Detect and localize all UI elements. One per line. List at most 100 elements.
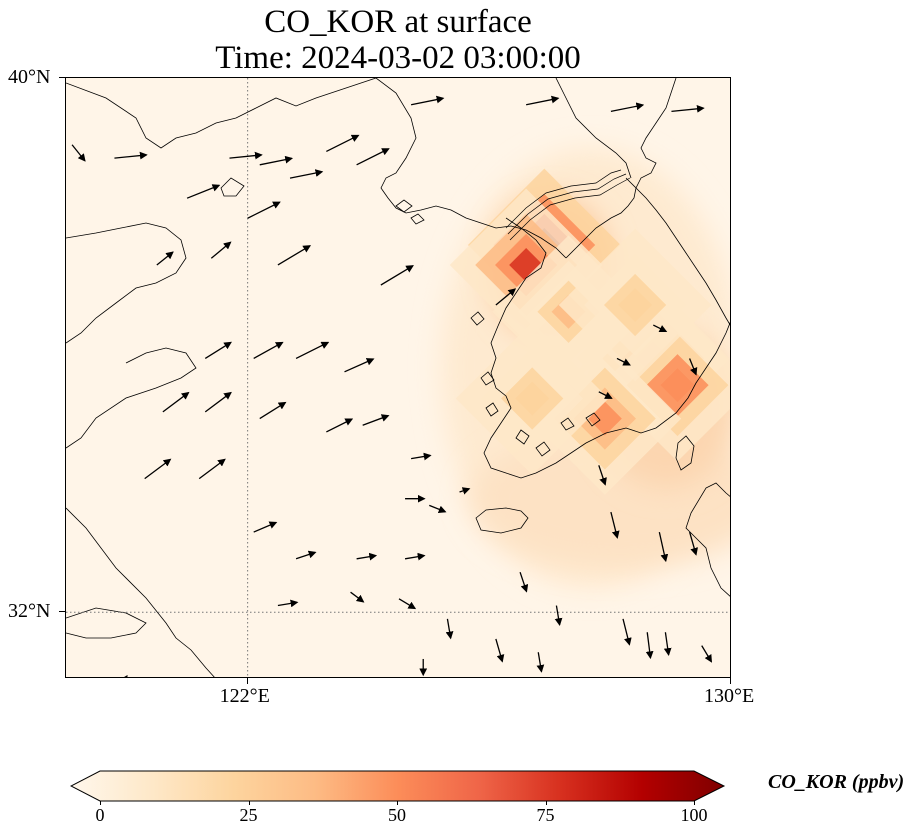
wind-vector-arrow bbox=[411, 452, 432, 461]
hotspot-cell bbox=[515, 381, 550, 416]
wind-vector-arrow bbox=[289, 169, 324, 179]
wind-vector-arrow bbox=[295, 341, 330, 360]
wind-vector-arrow bbox=[350, 591, 365, 603]
wind-vector-arrow bbox=[398, 598, 417, 610]
wind-vector-arrow bbox=[380, 265, 414, 286]
coastline-china-east bbox=[66, 507, 215, 677]
wind-vector-arrow bbox=[598, 465, 607, 486]
wind-vector-arrow bbox=[688, 531, 698, 556]
border-dmz-2 bbox=[507, 173, 627, 235]
colorbar-tick-mark bbox=[248, 801, 250, 805]
coastline-shandong bbox=[66, 347, 197, 449]
colorbar-tick-label: 25 bbox=[239, 805, 258, 825]
wind-vector-arrow bbox=[429, 504, 447, 513]
wind-vector-arrow bbox=[144, 458, 172, 480]
wind-vector-arrow bbox=[114, 151, 148, 160]
x-tick-label: 130°E bbox=[704, 685, 755, 707]
wind-vector-arrow bbox=[210, 241, 232, 259]
coastline-islands-south bbox=[515, 412, 601, 457]
chart-title-line2: Time: 2024-03-02 03:00:00 bbox=[215, 40, 581, 76]
wind-vector-arrow bbox=[671, 104, 705, 113]
wind-vector-arrow bbox=[526, 95, 560, 106]
wind-vector-layer bbox=[71, 95, 712, 677]
wind-vector-arrow bbox=[653, 324, 668, 333]
chart-title-line1: CO_KOR at surface bbox=[264, 4, 532, 40]
coastline-kyushu bbox=[685, 482, 730, 597]
hotspot-layer bbox=[449, 168, 730, 495]
wind-vector-arrow bbox=[344, 358, 375, 373]
wind-vector-arrow bbox=[404, 552, 426, 561]
colorbar-tick-mark bbox=[545, 801, 547, 805]
wind-vector-arrow bbox=[229, 151, 263, 160]
wind-vector-arrow bbox=[610, 511, 620, 539]
wind-vector-arrow bbox=[356, 148, 390, 166]
colorbar-tick-label: 0 bbox=[95, 805, 105, 825]
wind-vector-arrow bbox=[362, 414, 390, 426]
gridlines bbox=[66, 78, 730, 677]
wind-vector-arrow bbox=[277, 599, 299, 608]
coastline-islands-west bbox=[220, 177, 499, 417]
wind-vector-arrow bbox=[186, 184, 221, 199]
wind-vector-arrow bbox=[495, 638, 505, 663]
wind-vector-arrow bbox=[295, 550, 317, 560]
colorbar-tick-mark bbox=[694, 801, 695, 805]
colorbar-label: CO_KOR (ppbv) bbox=[768, 771, 905, 793]
colorbar-tick-label: 100 bbox=[680, 805, 708, 825]
wind-vector-arrow bbox=[610, 102, 645, 113]
coastline-liaodong bbox=[66, 78, 377, 149]
y-tick-mark bbox=[59, 611, 65, 613]
colorbar-tick-label: 50 bbox=[388, 805, 406, 825]
x-tick-mark bbox=[730, 678, 731, 684]
coastline-bohai-east bbox=[375, 78, 567, 259]
wind-vector-arrow bbox=[71, 144, 86, 162]
map-canvas bbox=[66, 78, 730, 677]
wind-vector-arrow bbox=[247, 201, 281, 219]
wind-vector-arrow bbox=[326, 418, 354, 433]
y-tick-label: 32°N bbox=[8, 600, 51, 623]
colorbar bbox=[70, 770, 726, 802]
wind-vector-arrow bbox=[326, 134, 360, 153]
y-tick-mark bbox=[59, 77, 65, 78]
wind-vector-arrow bbox=[701, 645, 712, 663]
wind-vector-arrow bbox=[259, 155, 294, 166]
colorbar-tick-label: 75 bbox=[536, 805, 555, 825]
wind-vector-arrow bbox=[410, 95, 445, 106]
wind-vector-arrow bbox=[162, 391, 190, 413]
wind-vector-arrow bbox=[204, 341, 232, 360]
wind-vector-arrow bbox=[259, 401, 287, 420]
x-tick-mark bbox=[246, 678, 248, 684]
border-dmz-3 bbox=[509, 177, 631, 241]
x-tick-label: 122°E bbox=[219, 685, 270, 707]
wind-vector-arrow bbox=[663, 632, 672, 656]
wind-vector-arrow bbox=[198, 458, 226, 480]
wind-vector-arrow bbox=[204, 391, 232, 413]
coastline-bohai-west bbox=[66, 222, 187, 344]
wind-vector-arrow bbox=[495, 288, 517, 306]
y-tick-label: 40°N bbox=[8, 66, 51, 88]
coastline-yangtze bbox=[66, 607, 147, 639]
wind-vector-arrow bbox=[645, 632, 654, 660]
coastline-tsushima bbox=[675, 435, 695, 471]
coastline-korea-east bbox=[625, 177, 730, 326]
colorbar-body bbox=[70, 770, 726, 802]
coastline-korea-peninsula bbox=[483, 217, 730, 479]
hotspot-cell bbox=[618, 288, 653, 323]
wind-vector-arrow bbox=[120, 674, 128, 677]
wind-vector-arrow bbox=[622, 618, 632, 646]
wind-vector-arrow bbox=[689, 358, 698, 376]
map-plot-area bbox=[65, 77, 731, 678]
hotspot-cell bbox=[660, 368, 695, 403]
wind-vector-arrow bbox=[598, 391, 613, 399]
wind-vector-arrow bbox=[536, 652, 545, 673]
wind-vector-arrow bbox=[616, 357, 631, 366]
coastline-east-north bbox=[555, 78, 632, 179]
wind-vector-arrow bbox=[554, 605, 563, 627]
wind-vector-arrow bbox=[519, 571, 529, 593]
coastline-korea-west bbox=[565, 78, 677, 259]
wind-vector-arrow bbox=[459, 487, 471, 495]
wind-vector-arrow bbox=[277, 245, 312, 266]
coastline-jeju bbox=[475, 507, 529, 534]
colorbar-tick-mark bbox=[100, 801, 101, 805]
coastline-yellowsea-islands bbox=[395, 199, 425, 225]
wind-vector-arrow bbox=[356, 552, 378, 561]
